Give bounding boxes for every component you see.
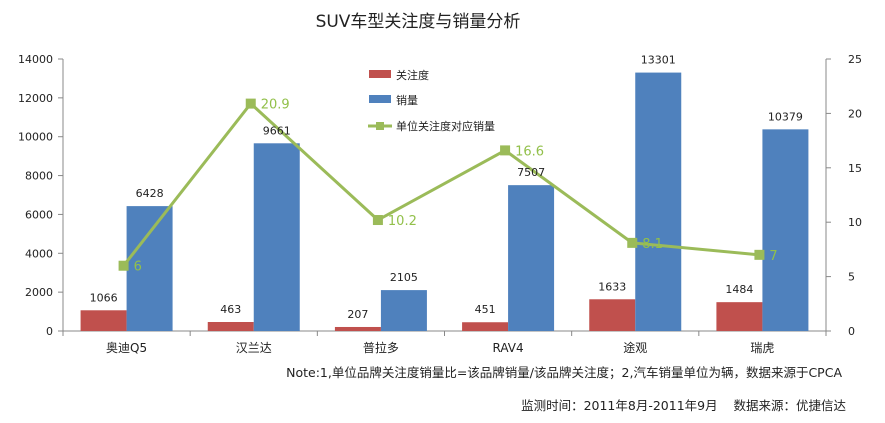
monitor-info: 监测时间：2011年8月-2011年9月 数据来源：优捷信达 bbox=[521, 398, 846, 413]
legend-swatch-销量 bbox=[369, 95, 391, 103]
line-marker bbox=[500, 145, 511, 156]
bar-layer bbox=[80, 72, 809, 332]
bar-销量 bbox=[126, 206, 173, 331]
x-tick-label: 奥迪Q5 bbox=[106, 341, 147, 355]
chart-title: SUV车型关注度与销量分析 bbox=[316, 12, 521, 32]
bar-销量 bbox=[380, 290, 427, 331]
right-tick-label: 25 bbox=[848, 53, 862, 66]
left-tick-label: 14000 bbox=[18, 53, 53, 66]
line-value-label: 10.2 bbox=[388, 214, 417, 229]
legend-label: 销量 bbox=[396, 93, 418, 107]
bar-value-label: 13301 bbox=[641, 54, 676, 67]
line-marker bbox=[372, 215, 383, 226]
data-label-layer: 1066 463 207 451 1633 1484 6428 9661 2105 7507 133… bbox=[90, 54, 803, 321]
bar-销量 bbox=[762, 129, 809, 331]
right-tick-label: 0 bbox=[848, 325, 855, 338]
right-tick-label: 10 bbox=[848, 216, 862, 229]
x-tick-label: 途观 bbox=[623, 340, 647, 355]
bar-value-label: 10379 bbox=[768, 110, 803, 123]
bar-销量 bbox=[635, 72, 682, 332]
line-value-label: 7 bbox=[769, 249, 777, 264]
x-tick-label: 瑞虎 bbox=[750, 341, 774, 355]
line-layer bbox=[118, 98, 765, 271]
line-marker bbox=[245, 98, 256, 109]
source-note: Note:1,单位品牌关注度销量比=该品牌销量/该品牌关注度；2,汽车销量单位为… bbox=[286, 365, 842, 380]
bar-value-label: 1484 bbox=[725, 283, 753, 296]
legend-swatch-关注度 bbox=[369, 70, 391, 78]
x-tick-label: 普拉多 bbox=[363, 340, 399, 355]
left-tick-label: 0 bbox=[46, 325, 53, 338]
x-tick-label: 汉兰达 bbox=[236, 341, 272, 355]
bar-销量 bbox=[508, 185, 555, 331]
bar-value-label: 1066 bbox=[90, 291, 118, 304]
bar-value-label: 1633 bbox=[598, 280, 626, 293]
left-tick-label: 10000 bbox=[18, 131, 53, 144]
left-tick-label: 8000 bbox=[25, 170, 53, 183]
bar-关注度 bbox=[80, 310, 127, 331]
left-tick-label: 12000 bbox=[18, 92, 53, 105]
left-tick-label: 4000 bbox=[25, 247, 53, 260]
bar-关注度 bbox=[716, 302, 763, 331]
legend-label: 单位关注度对应销量 bbox=[396, 119, 495, 133]
bar-value-label: 451 bbox=[475, 303, 496, 316]
bar-关注度 bbox=[207, 322, 254, 331]
line-单位关注度对应销量 bbox=[122, 101, 760, 267]
line-marker bbox=[118, 260, 129, 271]
bar-value-label: 9661 bbox=[263, 124, 291, 137]
line-marker bbox=[627, 237, 638, 248]
left-tick-label: 6000 bbox=[25, 208, 53, 221]
legend-label: 关注度 bbox=[396, 68, 429, 82]
right-tick-label: 5 bbox=[848, 271, 855, 284]
x-tick-label: RAV4 bbox=[493, 341, 524, 355]
bar-value-label: 207 bbox=[347, 308, 368, 321]
bar-value-label: 463 bbox=[220, 303, 241, 316]
bar-关注度 bbox=[462, 322, 509, 331]
right-tick-label: 20 bbox=[848, 107, 862, 120]
bar-销量 bbox=[253, 143, 300, 331]
bar-关注度 bbox=[589, 299, 636, 331]
line-value-label: 16.6 bbox=[515, 144, 544, 159]
line-value-label: 6 bbox=[134, 260, 142, 275]
bar-value-label: 7507 bbox=[517, 166, 545, 179]
bar-value-label: 2105 bbox=[390, 271, 418, 284]
left-tick-label: 2000 bbox=[25, 286, 53, 299]
line-value-label: 8.1 bbox=[642, 237, 663, 252]
axes: 0 2000 4000 6000 8000 10000 12000 14000 0 5 10 15 20… bbox=[18, 53, 862, 355]
bar-关注度 bbox=[334, 326, 381, 331]
right-tick-label: 15 bbox=[848, 162, 862, 175]
bar-value-label: 6428 bbox=[136, 187, 164, 200]
line-marker bbox=[754, 249, 765, 260]
line-value-label: 20.9 bbox=[261, 98, 290, 113]
legend-swatch-marker bbox=[376, 122, 384, 130]
